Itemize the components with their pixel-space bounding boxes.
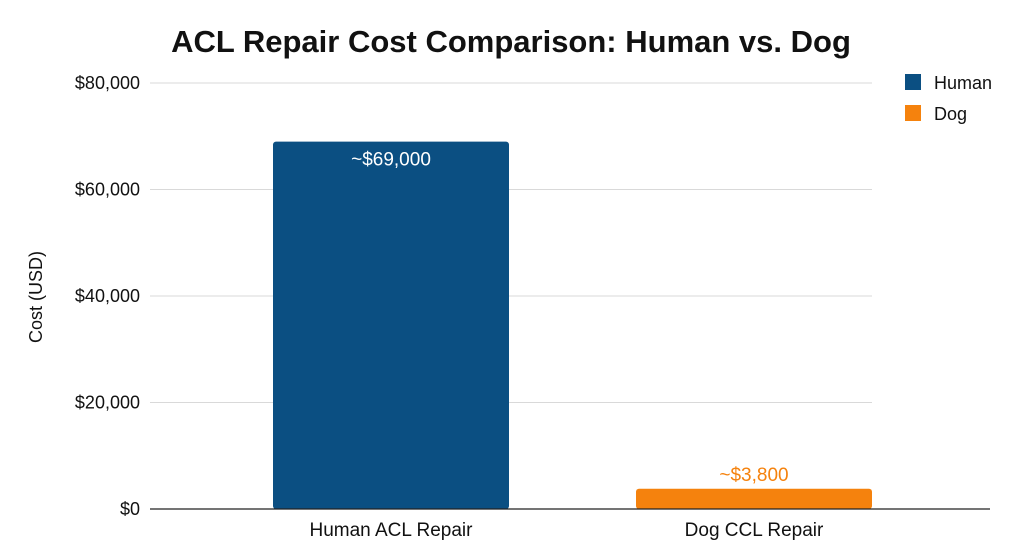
y-axis-label: Cost (USD) [26, 251, 46, 343]
x-tick-label: Dog CCL Repair [685, 520, 824, 541]
y-tick-label: $60,000 [75, 180, 140, 200]
bars [273, 141, 872, 509]
y-axis-ticks: $0 $20,000 $40,000 $60,000 $80,000 [75, 73, 140, 519]
x-axis-ticks: Human ACL Repair Dog CCL Repair [310, 520, 825, 541]
data-label: ~$69,000 [351, 150, 431, 171]
y-tick-label: $40,000 [75, 286, 140, 306]
bar-human [273, 141, 509, 509]
data-labels: ~$69,000 ~$3,800 [351, 150, 789, 486]
bar-dog [636, 488, 872, 509]
legend-label-dog: Dog [934, 104, 967, 124]
y-tick-label: $80,000 [75, 73, 140, 93]
chart-title: ACL Repair Cost Comparison: Human vs. Do… [171, 24, 851, 59]
x-tick-label: Human ACL Repair [310, 520, 474, 541]
y-tick-label: $0 [120, 499, 140, 519]
legend-swatch-human [905, 74, 921, 90]
legend-swatch-dog [905, 105, 921, 121]
data-label: ~$3,800 [719, 465, 788, 486]
legend: Human Dog [905, 73, 992, 124]
legend-label-human: Human [934, 73, 992, 93]
y-tick-label: $20,000 [75, 393, 140, 413]
gridlines [150, 82, 872, 403]
